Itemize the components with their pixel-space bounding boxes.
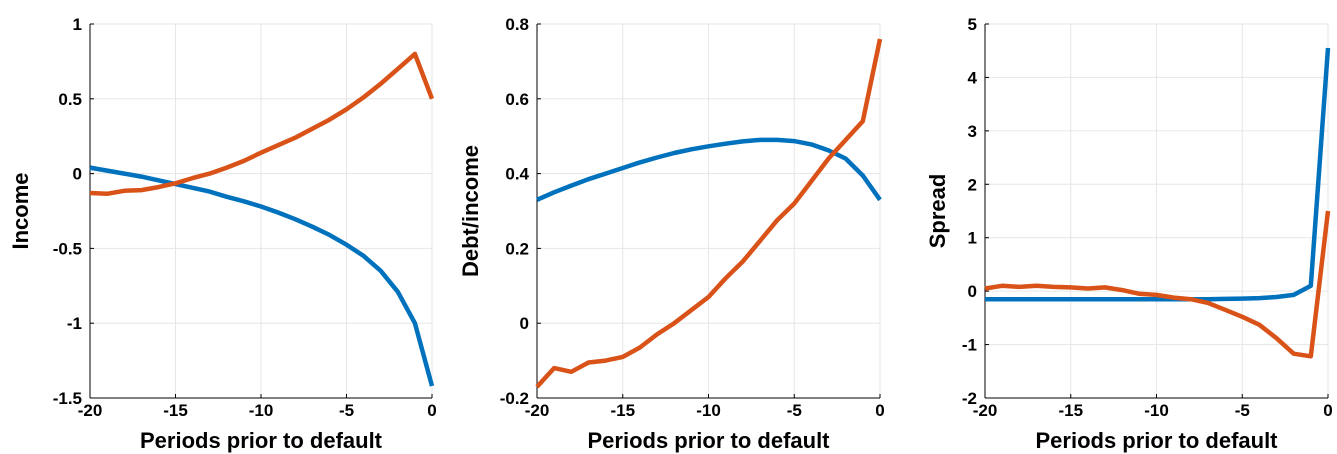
x-tick-label: -5 [787, 401, 802, 420]
series-line-2 [984, 210, 1331, 359]
series-line-1 [89, 165, 435, 387]
y-tick-label: 2 [968, 175, 977, 194]
series-line-1 [536, 137, 882, 202]
y-tick-label: 0.6 [505, 90, 529, 109]
y-tick-label: 5 [968, 15, 977, 34]
y-tick-label: -0.5 [53, 239, 82, 258]
y-tick-label: 1 [968, 229, 977, 248]
x-tick-label: 0 [875, 401, 884, 420]
x-tick-label: -20 [525, 401, 550, 420]
y-tick-label: 0.5 [58, 90, 82, 109]
x-tick-label: -5 [1235, 401, 1250, 420]
x-tick-label: -15 [163, 401, 188, 420]
x-tick-label: -15 [1058, 401, 1083, 420]
y-tick-label: 0.8 [505, 15, 529, 34]
chart-panel-1: -20 -15 -10 -5 0 -1.5 -1 -0.5 0 0.5 1 Periods prior… [8, 15, 437, 453]
x-axis-label: Periods prior to default [140, 428, 383, 453]
y-tick-label: 0.4 [505, 165, 529, 184]
y-tick-label: 3 [968, 122, 977, 141]
series-line-2 [89, 51, 435, 197]
y-tick-label: -1 [962, 336, 977, 355]
y-axis-label: Debt/income [458, 145, 483, 277]
x-axis-label: Periods prior to default [1035, 428, 1278, 453]
x-tick-label: -20 [78, 401, 103, 420]
x-tick-label: 0 [427, 401, 436, 420]
x-axis-label: Periods prior to default [587, 428, 830, 453]
y-tick-label: 1 [73, 15, 82, 34]
x-tick-label: -10 [1144, 401, 1169, 420]
x-tick-label: -20 [973, 401, 998, 420]
y-tick-label: 4 [968, 68, 978, 87]
series-line-1 [985, 47, 1331, 302]
y-tick-label: 0 [520, 314, 529, 333]
x-tick-label: -10 [249, 401, 274, 420]
y-tick-label: 0.2 [505, 239, 529, 258]
y-tick-label: 0 [73, 165, 82, 184]
y-tick-label: -2 [962, 389, 977, 408]
y-tick-label: -1 [67, 314, 82, 333]
y-tick-label: -1.5 [53, 389, 82, 408]
y-tick-label: -0.2 [500, 389, 529, 408]
x-tick-label: -15 [610, 401, 635, 420]
y-axis-label: Spread [925, 174, 950, 249]
y-axis-label: Income [8, 172, 33, 249]
y-tick-label: 0 [968, 282, 977, 301]
x-tick-label: -10 [696, 401, 721, 420]
chart-panel-2: -20 -15 -10 -5 0 -0.2 0 0.2 0.4 0.6 0.8 Periods pri… [458, 15, 885, 453]
series-line-2 [535, 38, 883, 389]
x-tick-label: -5 [339, 401, 354, 420]
x-tick-label: 0 [1323, 401, 1332, 420]
